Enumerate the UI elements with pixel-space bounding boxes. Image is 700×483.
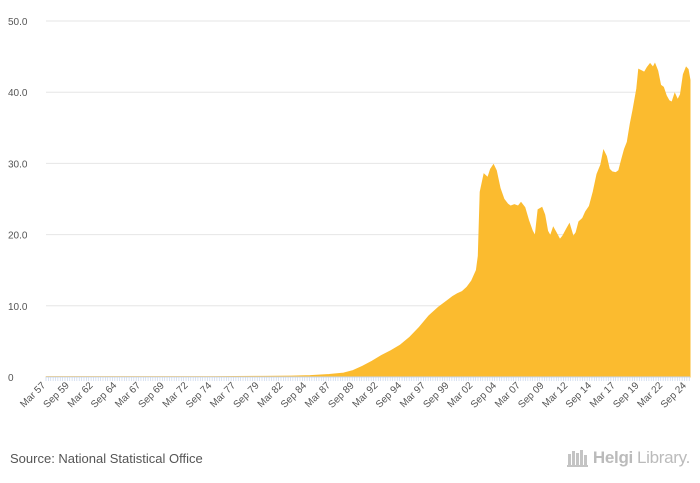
y-tick-label: 20.0 bbox=[8, 231, 28, 242]
y-tick-label: 0 bbox=[8, 373, 14, 384]
x-tick-label: Sep 19 bbox=[611, 380, 641, 410]
x-tick-label: Sep 94 bbox=[374, 380, 404, 410]
x-tick-label: Sep 24 bbox=[659, 380, 689, 410]
x-tick-label: Sep 79 bbox=[232, 380, 262, 410]
x-tick-label: Sep 04 bbox=[469, 380, 499, 410]
library-books-icon bbox=[566, 450, 588, 467]
y-tick-label: 10.0 bbox=[8, 302, 28, 313]
y-tick-label: 30.0 bbox=[8, 159, 28, 170]
x-tick-label: Sep 64 bbox=[89, 380, 119, 410]
x-tick-label: Sep 09 bbox=[516, 380, 546, 410]
x-tick-label: Sep 99 bbox=[421, 380, 451, 410]
series-area bbox=[45, 62, 691, 378]
x-tick-label: Sep 69 bbox=[137, 380, 167, 410]
y-tick-label: 40.0 bbox=[8, 88, 28, 99]
helgi-library-logo: Helgi Library. bbox=[566, 448, 690, 468]
y-tick-label: 50.0 bbox=[8, 17, 28, 28]
x-tick-label: Sep 14 bbox=[564, 380, 594, 410]
area-layer bbox=[45, 62, 691, 378]
x-tick-label: Sep 84 bbox=[279, 380, 309, 410]
x-tick-label: Sep 59 bbox=[42, 380, 72, 410]
brand-name-bold: Helgi bbox=[592, 448, 633, 467]
y-axis: 0 10.0 20.0 30.0 40.0 50.0 bbox=[8, 17, 28, 384]
x-tick-label: Sep 89 bbox=[327, 380, 357, 410]
x-tick-label: Sep 74 bbox=[184, 380, 214, 410]
brand-name-light: Library. bbox=[636, 448, 690, 467]
source-note: Source: National Statistical Office bbox=[10, 451, 203, 466]
